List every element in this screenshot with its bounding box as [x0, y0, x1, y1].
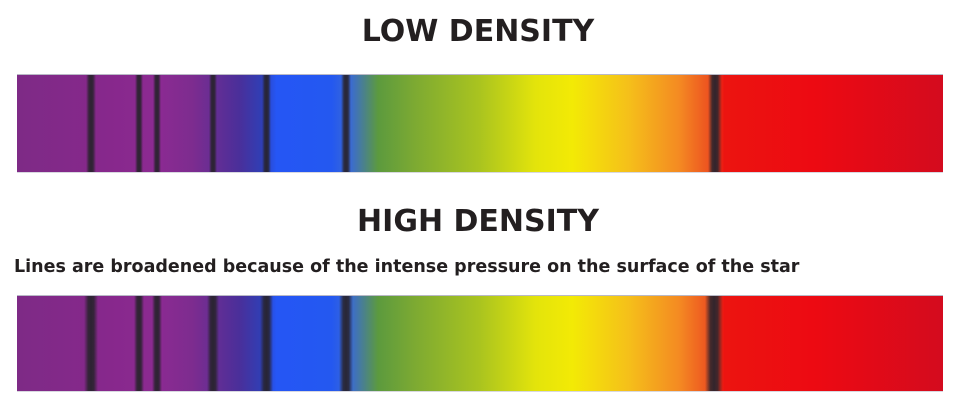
absorption-line: [260, 296, 273, 391]
absorption-line: [339, 296, 353, 391]
high-density-caption: Lines are broadened because of the inten…: [14, 257, 800, 277]
absorption-line: [153, 75, 161, 172]
absorption-line: [84, 296, 98, 391]
low-density-spectrum: [17, 74, 943, 173]
absorption-line: [341, 75, 351, 172]
low-density-title: LOW DENSITY: [361, 14, 595, 49]
absorption-line: [135, 75, 143, 172]
high-density-title: HIGH DENSITY: [357, 204, 599, 239]
absorption-line: [262, 75, 271, 172]
absorption-line: [86, 75, 96, 172]
absorption-line: [152, 296, 162, 391]
absorption-line: [705, 296, 723, 391]
absorption-line: [708, 75, 722, 172]
absorption-line: [207, 296, 219, 391]
high-density-spectrum: [17, 295, 943, 392]
absorption-line: [209, 75, 217, 172]
absorption-line: [134, 296, 144, 391]
